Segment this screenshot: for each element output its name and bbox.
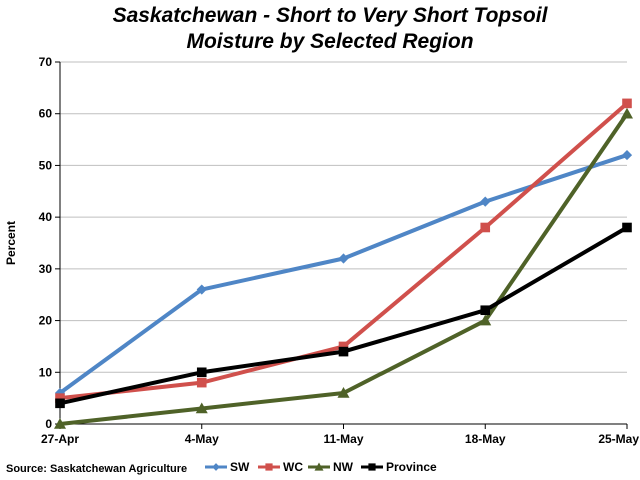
series-wc [55, 98, 632, 403]
axes [55, 61, 628, 429]
legend-item-nw: NW [308, 460, 354, 474]
legend-item-sw: SW [205, 460, 250, 474]
legend-item-province: Province [361, 460, 437, 474]
data-point [55, 393, 65, 403]
legend-swatch-marker [265, 463, 273, 471]
data-point [621, 149, 633, 161]
data-point [621, 107, 633, 119]
data-point [196, 367, 207, 378]
y-tick-label: 40 [39, 210, 53, 224]
y-tick-label: 50 [39, 158, 53, 172]
data-point [479, 314, 492, 326]
legend-label: NW [333, 460, 354, 474]
data-point [480, 305, 491, 316]
y-axis-label: Percent [4, 221, 18, 265]
data-point [195, 402, 208, 414]
data-point [196, 284, 207, 295]
data-point [338, 253, 349, 264]
y-tick-label: 30 [39, 262, 53, 276]
data-point [622, 98, 632, 109]
data-point [622, 222, 632, 233]
data-point [54, 418, 66, 429]
y-tick-label: 60 [39, 107, 53, 121]
y-tick-labels: 0 10 20 30 40 50 60 70 [39, 55, 53, 431]
legend-label: Province [386, 460, 437, 474]
legend-swatch-marker [212, 463, 220, 471]
data-point [196, 377, 207, 388]
x-tick-label: 4-May [185, 432, 219, 446]
data-point [480, 196, 491, 207]
data-point [480, 222, 491, 233]
chart-title-line-2: Moisture by Selected Region [186, 30, 473, 53]
source-note: Source: Saskatchewan Agriculture [6, 463, 187, 475]
data-point [338, 341, 349, 352]
legend-label: WC [283, 460, 303, 474]
gridlines [60, 61, 627, 373]
x-tick-label: 11-May [323, 432, 363, 446]
data-point [338, 346, 349, 357]
legend: SW WC NW Province [205, 460, 437, 474]
x-tick-label: 27-Apr [41, 432, 79, 446]
y-tick-label: 70 [39, 55, 53, 69]
legend-item-wc: WC [258, 460, 303, 474]
data-point [337, 386, 350, 398]
y-tick-label: 20 [39, 314, 53, 328]
x-tick-label: 25-May [598, 432, 639, 446]
x-tick-labels: 27-Apr 4-May 11-May 18-May 25-May [41, 432, 639, 446]
series-province [55, 222, 632, 409]
legend-label: SW [230, 460, 250, 474]
data-point [55, 398, 65, 409]
series-line [58, 153, 628, 395]
legend-swatch-marker [314, 462, 324, 471]
y-tick-label: 10 [39, 365, 53, 379]
series-nw [54, 107, 633, 429]
legend-swatch-marker [368, 463, 376, 471]
x-tick-label: 18-May [465, 432, 506, 446]
y-tick-label: 0 [45, 417, 52, 431]
chart-title-line-1: Saskatchewan - Short to Very Short Topso… [113, 4, 549, 27]
series-lines [54, 98, 633, 429]
